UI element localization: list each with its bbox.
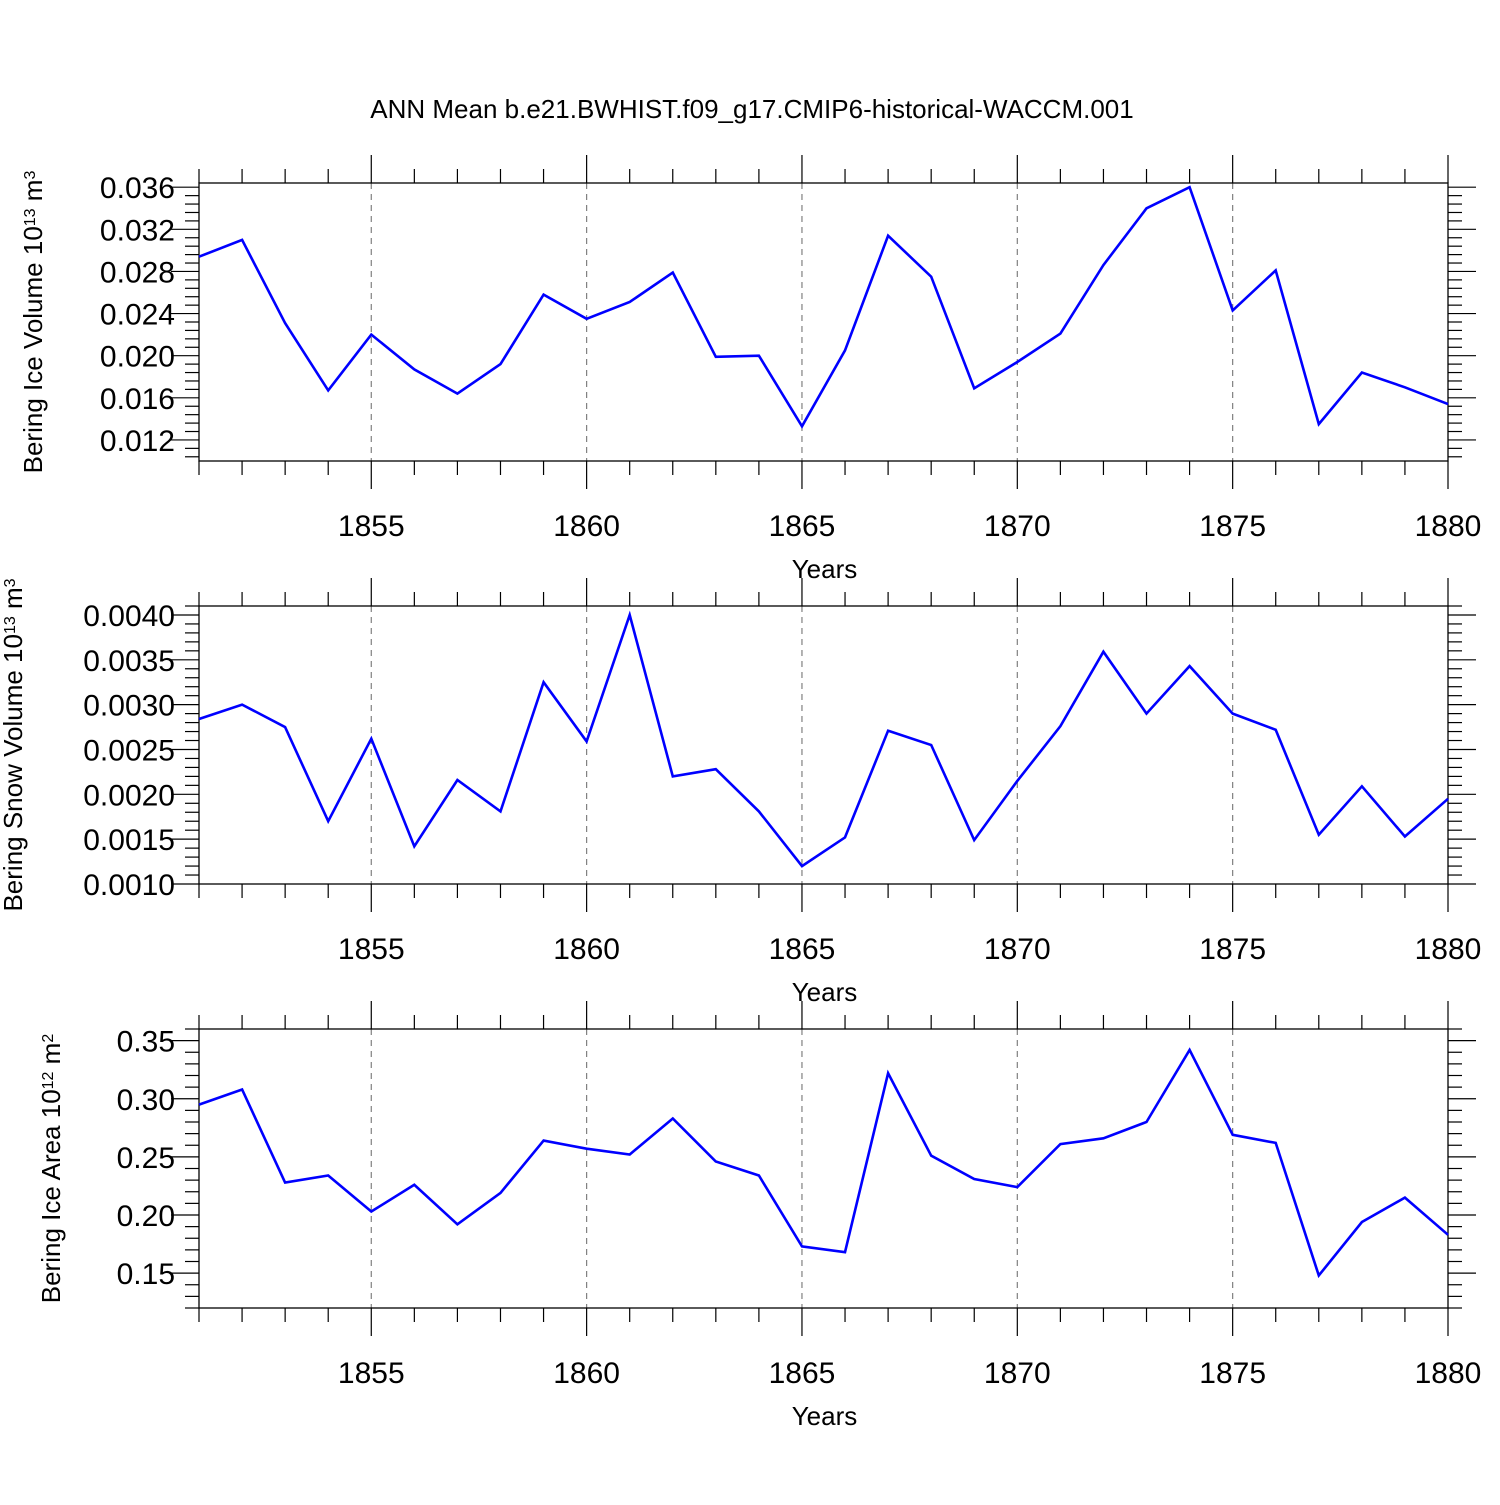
chart-panel-3: 0.15 0.20 0.25 0.30 0.35 1855 1860 1865 1870 1875… (36, 1001, 1481, 1431)
y-tick-label: 0.0015 (83, 824, 175, 857)
y-tick-label: 0.20 (117, 1200, 175, 1233)
plot-frame (198, 605, 1449, 885)
y-axis-title-superscript: 12 (40, 1071, 57, 1089)
series-line-1 (198, 610, 1449, 868)
y-axis-title-superscript: 13 (22, 208, 39, 226)
x-tick-label: 1860 (553, 1357, 620, 1390)
y-tick-label: 0.15 (117, 1258, 175, 1291)
x-tick-label: 1875 (1199, 510, 1266, 543)
chart-panel-1: 0.012 0.016 0.020 0.024 0.028 0.032 0.036 1855 1… (18, 155, 1481, 584)
chart-title: ANN Mean b.e21.BWHIST.f09_g17.CMIP6-hist… (370, 94, 1133, 124)
y-axis-title-part: m (36, 1043, 66, 1072)
y-tick-label: 0.0020 (83, 779, 175, 812)
chart-panel-2: 0.0010 0.0015 0.0020 0.0025 0.0030 0.0035 0.00… (0, 578, 1481, 1007)
y-axis-title-part: Bering Ice Area 10 (36, 1089, 66, 1303)
y-tick-label: 0.028 (100, 256, 175, 289)
x-tick-label: 1855 (338, 933, 405, 966)
y-tick-label: 0.032 (100, 214, 175, 247)
y-axis-title: Bering Snow Volume 1013 m3 (0, 578, 28, 911)
x-tick-label: 1880 (1415, 933, 1482, 966)
x-tick-label: 1870 (984, 933, 1051, 966)
x-tick-label: 1855 (338, 1357, 405, 1390)
x-axis-title: Years (792, 554, 858, 584)
x-tick-label: 1875 (1199, 1357, 1266, 1390)
series-line-1 (198, 1047, 1449, 1279)
x-axis-title: Years (792, 977, 858, 1007)
y-tick-label: 0.016 (100, 383, 175, 416)
y-axis-title-superscript: 3 (22, 171, 39, 180)
panels: 0.012 0.016 0.020 0.024 0.028 0.032 0.036 1855 1… (0, 155, 1481, 1431)
y-axis-title: Bering Ice Area 1012 m2 (36, 1034, 66, 1304)
x-tick-label: 1880 (1415, 510, 1482, 543)
x-tick-label: 1870 (984, 1357, 1051, 1390)
y-axis-title-superscript: 3 (2, 578, 19, 587)
y-tick-label: 0.0025 (83, 734, 175, 767)
x-tick-label: 1865 (769, 933, 836, 966)
x-tick-label: 1880 (1415, 1357, 1482, 1390)
y-tick-label: 0.0030 (83, 690, 175, 723)
y-axis-title: Bering Ice Volume 1013 m3 (18, 171, 48, 474)
y-tick-label: 0.020 (100, 341, 175, 374)
y-axis-title-superscript: 13 (2, 616, 19, 634)
plot-frame (198, 182, 1449, 462)
x-tick-label: 1865 (769, 1357, 836, 1390)
x-tick-label: 1855 (338, 510, 405, 543)
y-tick-label: 0.35 (117, 1026, 175, 1059)
x-tick-label: 1865 (769, 510, 836, 543)
x-tick-label: 1875 (1199, 933, 1266, 966)
y-tick-label: 0.0040 (83, 600, 175, 633)
y-axis-title-superscript: 2 (40, 1034, 57, 1043)
y-tick-label: 0.012 (100, 425, 175, 458)
y-axis-title-part: m (18, 180, 48, 209)
y-tick-label: 0.30 (117, 1084, 175, 1117)
y-axis-title-part: m (0, 587, 28, 616)
series-line-1 (198, 185, 1449, 429)
y-tick-label: 0.0035 (83, 645, 175, 678)
y-tick-label: 0.024 (100, 299, 175, 332)
y-axis-title-part: Bering Snow Volume 10 (0, 634, 28, 912)
plot-frame (198, 1028, 1449, 1309)
x-axis-title: Years (792, 1401, 858, 1431)
y-tick-label: 0.0010 (83, 869, 175, 902)
y-tick-label: 0.036 (100, 172, 175, 205)
x-tick-label: 1860 (553, 933, 620, 966)
y-axis-title-part: Bering Ice Volume 10 (18, 226, 48, 473)
x-tick-label: 1860 (553, 510, 620, 543)
y-tick-label: 0.25 (117, 1142, 175, 1175)
x-tick-label: 1870 (984, 510, 1051, 543)
